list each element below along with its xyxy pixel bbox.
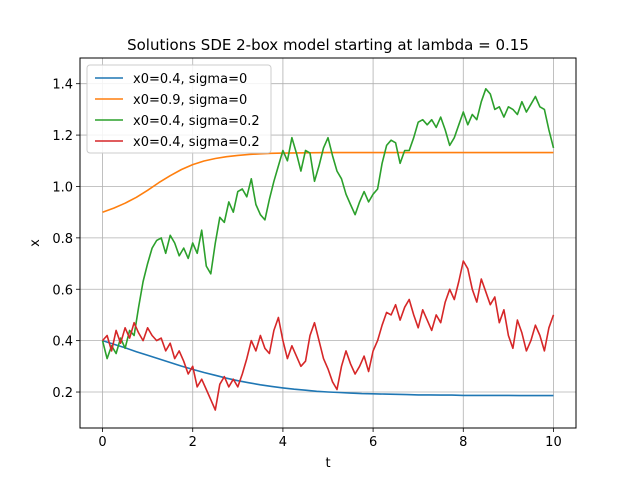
- x-tick-label: 4: [279, 435, 287, 450]
- y-tick-label: 1.0: [52, 180, 73, 195]
- y-tick-label: 0.2: [52, 386, 73, 401]
- y-tick-label: 0.6: [52, 283, 73, 298]
- y-tick-label: 0.4: [52, 335, 73, 350]
- x-axis-label: t: [325, 456, 330, 471]
- y-tick-label: 0.8: [52, 232, 73, 247]
- plot-area-frame: [79, 57, 577, 429]
- y-tick-label: 1.4: [52, 78, 73, 93]
- x-tick-label: 2: [189, 435, 197, 450]
- legend-label-2: x0=0.9, sigma=0: [133, 93, 247, 108]
- ticks: 0 2 4 6 8 10 0.2 0.4 0.6 0.8 1.0 1.2 1.4: [52, 78, 561, 450]
- x-tick-label: 6: [369, 435, 377, 450]
- chart-title: Solutions SDE 2-box model starting at la…: [127, 36, 529, 54]
- series-line-1: [102, 339, 554, 397]
- series-line-3: [101, 88, 555, 360]
- legend-label-1: x0=0.4, sigma=0: [133, 72, 247, 87]
- y-axis-label: x: [28, 239, 43, 247]
- x-tick-label: 8: [459, 435, 467, 450]
- x-tick-label: 10: [545, 435, 562, 450]
- legend-box: [86, 64, 272, 154]
- legend-label-4: x0=0.4, sigma=0.2: [133, 135, 260, 150]
- series-line-4: [101, 260, 555, 411]
- x-tick-label: 0: [98, 435, 106, 450]
- series-layer: [101, 88, 555, 411]
- y-tick-label: 1.2: [52, 129, 73, 144]
- series-line-2: [102, 151, 554, 213]
- legend: x0=0.4, sigma=0 x0=0.9, sigma=0 x0=0.4, si…: [86, 64, 272, 154]
- legend-label-3: x0=0.4, sigma=0.2: [133, 114, 260, 129]
